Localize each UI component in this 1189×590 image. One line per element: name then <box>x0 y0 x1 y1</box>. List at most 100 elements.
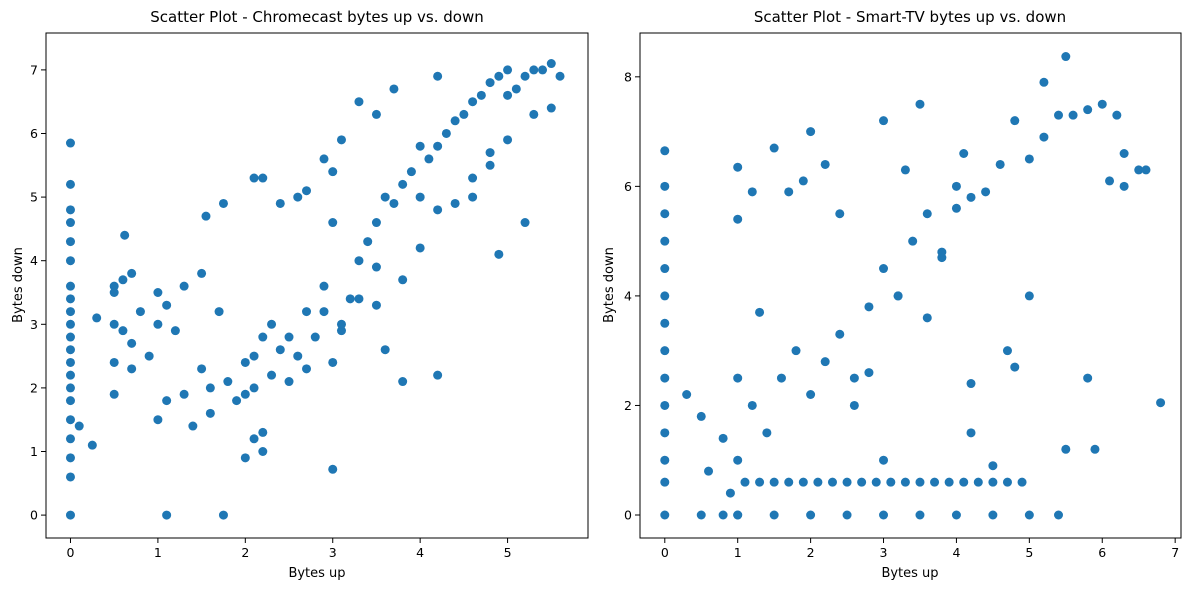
data-point <box>755 307 765 317</box>
x-tick-label: 5 <box>504 545 512 560</box>
data-point <box>951 510 961 520</box>
data-point <box>546 103 556 113</box>
data-point <box>879 264 889 274</box>
data-point <box>879 510 889 520</box>
data-point <box>1156 398 1166 408</box>
data-point <box>450 116 460 126</box>
data-point <box>267 370 277 380</box>
data-point <box>555 71 565 81</box>
data-point <box>345 294 355 304</box>
data-point <box>740 477 750 487</box>
chart-smart-tv: Scatter Plot - Smart-TV bytes up vs. dow… <box>602 8 1182 581</box>
data-point <box>65 138 75 148</box>
data-point <box>371 300 381 310</box>
data-point <box>179 281 189 291</box>
data-point <box>660 510 670 520</box>
data-point <box>441 128 451 138</box>
data-point <box>798 176 808 186</box>
data-point <box>65 281 75 291</box>
data-point <box>769 510 779 520</box>
data-point <box>65 307 75 317</box>
data-point <box>1024 291 1034 301</box>
data-point <box>879 116 889 126</box>
data-point <box>267 319 277 329</box>
data-point <box>319 281 329 291</box>
data-point <box>319 154 329 164</box>
data-point <box>1083 373 1093 383</box>
data-point <box>240 453 250 463</box>
data-point <box>747 187 757 197</box>
data-point <box>718 433 728 443</box>
y-axis-label: Bytes down <box>11 247 26 323</box>
data-point <box>988 477 998 487</box>
data-point <box>1119 148 1129 158</box>
data-point <box>371 262 381 272</box>
data-point <box>118 275 128 285</box>
plot-frame <box>639 32 1182 539</box>
x-axis-label: Bytes up <box>288 566 345 581</box>
data-point <box>249 434 259 444</box>
data-point <box>820 357 830 367</box>
data-point <box>494 71 504 81</box>
data-point <box>1141 165 1151 175</box>
data-point <box>966 428 976 438</box>
x-tick-label: 3 <box>329 545 337 560</box>
data-point <box>380 345 390 355</box>
data-point <box>784 477 794 487</box>
data-point <box>660 264 670 274</box>
data-point <box>900 165 910 175</box>
data-point <box>798 477 808 487</box>
data-point <box>1002 346 1012 356</box>
data-point <box>864 302 874 312</box>
x-tick-label: 0 <box>67 545 75 560</box>
data-point <box>153 319 163 329</box>
data-point <box>468 192 478 202</box>
data-point <box>118 326 128 336</box>
data-point <box>660 373 670 383</box>
data-point <box>660 146 670 156</box>
data-point <box>127 338 137 348</box>
data-point <box>660 181 670 191</box>
data-point <box>144 351 154 361</box>
data-point <box>893 291 903 301</box>
y-tick-label: 4 <box>624 288 632 303</box>
data-point <box>433 141 443 151</box>
data-point <box>319 307 329 317</box>
data-point <box>415 141 425 151</box>
x-tick-label: 2 <box>241 545 249 560</box>
data-point <box>135 307 145 317</box>
data-point <box>433 370 443 380</box>
data-point <box>153 415 163 425</box>
data-point <box>249 383 259 393</box>
data-point <box>900 477 910 487</box>
data-point <box>1054 110 1064 120</box>
data-point <box>776 373 786 383</box>
data-point <box>336 135 346 145</box>
data-point <box>485 78 495 88</box>
data-point <box>371 109 381 119</box>
data-point <box>1039 77 1049 87</box>
data-point <box>930 477 940 487</box>
data-point <box>65 256 75 266</box>
data-point <box>733 214 743 224</box>
data-point <box>1112 110 1122 120</box>
data-point <box>1083 105 1093 115</box>
data-point <box>424 154 434 164</box>
data-point <box>529 109 539 119</box>
data-point <box>1010 362 1020 372</box>
data-point <box>660 236 670 246</box>
data-point <box>1068 110 1078 120</box>
data-point <box>258 427 268 437</box>
y-tick-label: 8 <box>624 69 632 84</box>
data-point <box>354 97 364 107</box>
data-point <box>459 109 469 119</box>
data-point <box>65 205 75 215</box>
data-point <box>476 90 486 100</box>
data-point <box>886 477 896 487</box>
data-point <box>249 173 259 183</box>
data-point <box>109 281 119 291</box>
data-point <box>660 291 670 301</box>
data-point <box>762 428 772 438</box>
data-point <box>485 160 495 170</box>
